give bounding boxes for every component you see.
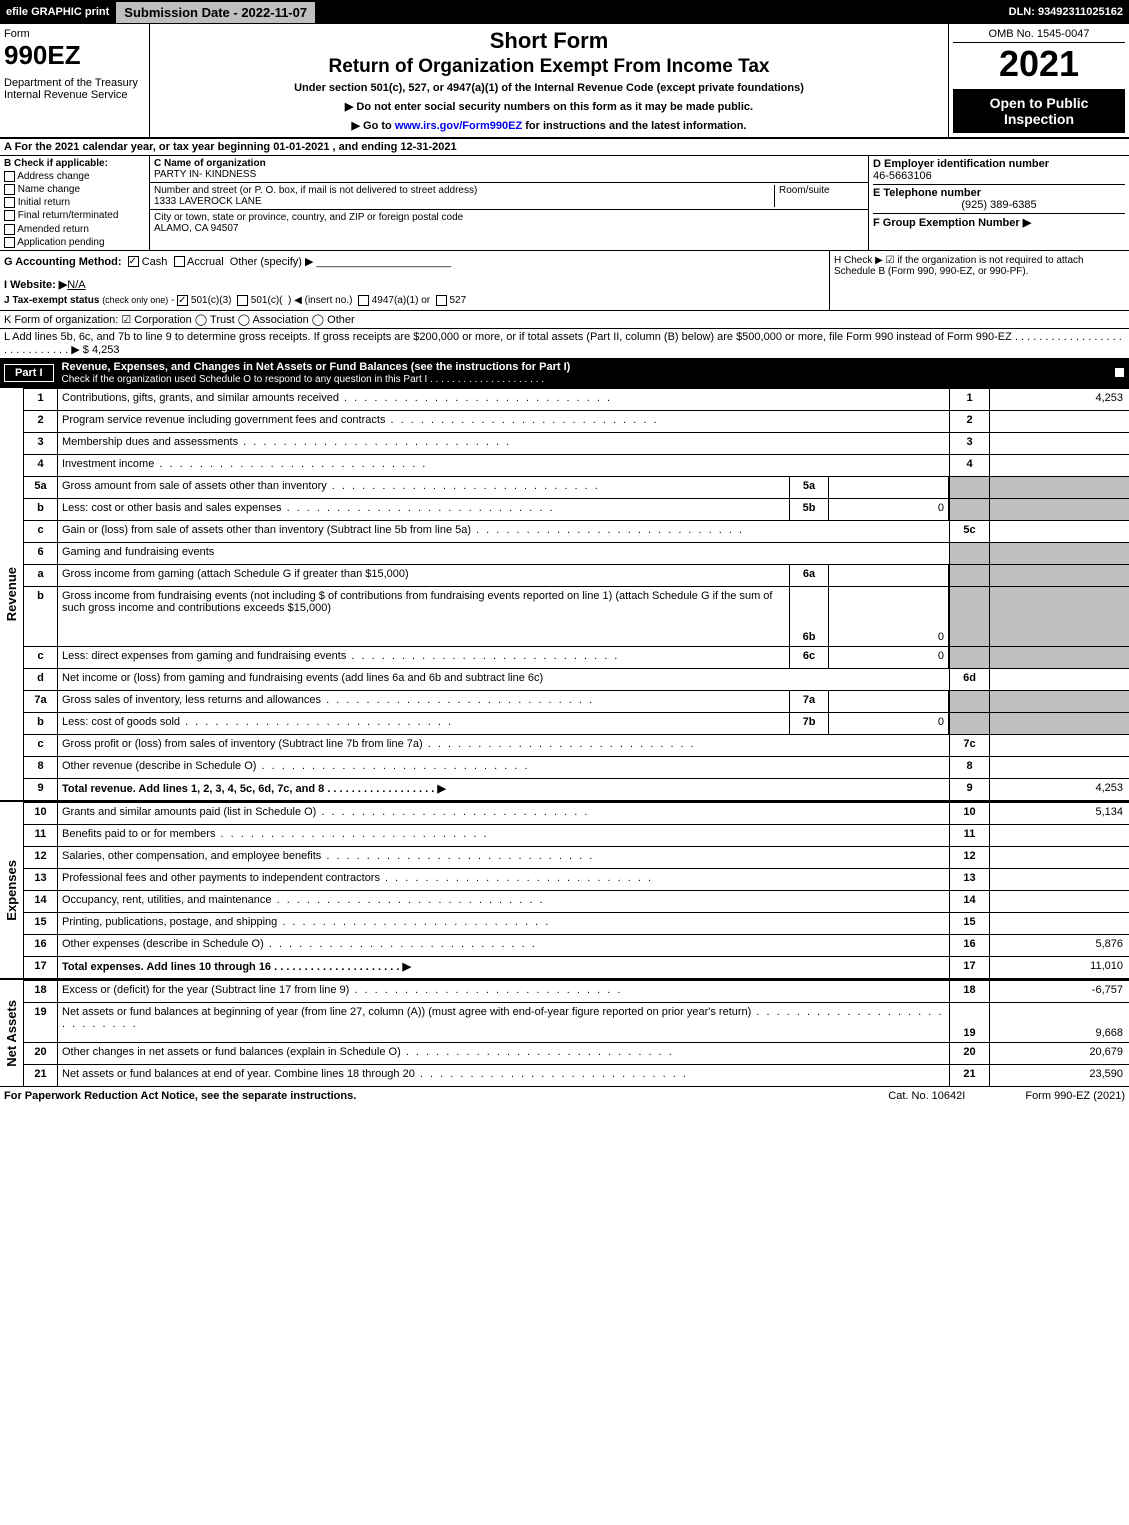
omb-number: OMB No. 1545-0047	[953, 28, 1125, 43]
website-value: N/A	[67, 279, 85, 291]
irs-link[interactable]: www.irs.gov/Form990EZ	[395, 120, 522, 132]
line-3-value	[989, 433, 1129, 454]
efile-label: efile GRAPHIC print	[0, 6, 115, 18]
schedule-o-checkbox[interactable]	[1114, 367, 1125, 378]
ein-value: 46-5663106	[873, 170, 932, 182]
blocks-b-f: B Check if applicable: Address change Na…	[0, 156, 1129, 251]
line-8-value	[989, 757, 1129, 778]
short-form-label: Short Form	[158, 28, 940, 54]
line-2-value	[989, 411, 1129, 432]
room-suite-label: Room/suite	[774, 185, 864, 207]
row-g-h: G Accounting Method: Cash Accrual Other …	[0, 251, 1129, 311]
open-public: Open to Public Inspection	[953, 89, 1125, 133]
part-i-header: Part I Revenue, Expenses, and Changes in…	[0, 359, 1129, 388]
line-18-value: -6,757	[989, 981, 1129, 1002]
pra-notice: For Paperwork Reduction Act Notice, see …	[4, 1090, 356, 1102]
note-suffix: for instructions and the latest informat…	[522, 120, 746, 132]
tel-value: (925) 389-6385	[873, 199, 1125, 211]
note-prefix: ▶ Go to	[352, 120, 395, 132]
header-left: Form 990EZ Department of the Treasury In…	[0, 24, 150, 137]
block-b-header: B Check if applicable:	[4, 158, 145, 169]
line-4-value	[989, 455, 1129, 476]
opt-final-return[interactable]: Final return/terminated	[4, 210, 145, 221]
c-street-label: Number and street (or P. O. box, if mail…	[154, 185, 477, 196]
line-5c-value	[989, 521, 1129, 542]
block-h: H Check ▶ ☑ if the organization is not r…	[829, 251, 1129, 310]
net-assets-label: Net Assets	[4, 996, 19, 1071]
i-label: I Website: ▶	[4, 279, 67, 291]
block-b: B Check if applicable: Address change Na…	[0, 156, 150, 250]
department: Department of the Treasury Internal Reve…	[4, 77, 145, 101]
form-number: 990EZ	[4, 40, 145, 71]
line-6d-value	[989, 669, 1129, 690]
accrual-checkbox[interactable]	[174, 256, 185, 267]
line-6c-value: 0	[829, 647, 949, 668]
block-c: C Name of organization PARTY IN- KINDNES…	[150, 156, 869, 250]
line-17-value: 11,010	[989, 957, 1129, 978]
tel-label: E Telephone number	[873, 187, 981, 199]
c-name-label: C Name of organization	[154, 158, 266, 169]
line-19-value: 9,668	[989, 1003, 1129, 1042]
revenue-label: Revenue	[4, 563, 19, 625]
c-city-label: City or town, state or province, country…	[154, 212, 463, 223]
block-d-e-f: D Employer identification number 46-5663…	[869, 156, 1129, 250]
org-city: ALAMO, CA 94507	[154, 223, 239, 234]
row-k: K Form of organization: ☑ Corporation ◯ …	[0, 311, 1129, 329]
opt-amended[interactable]: Amended return	[4, 224, 145, 235]
501c3-checkbox[interactable]	[177, 295, 188, 306]
opt-name-change[interactable]: Name change	[4, 184, 145, 195]
gross-receipts: 4,253	[92, 344, 120, 356]
form-header: Form 990EZ Department of the Treasury In…	[0, 24, 1129, 139]
opt-pending[interactable]: Application pending	[4, 237, 145, 248]
note-ssn: ▶ Do not enter social security numbers o…	[158, 100, 940, 113]
part-i-label: Part I	[4, 364, 54, 382]
submission-date: Submission Date - 2022-11-07	[115, 1, 316, 24]
line-21-value: 23,590	[989, 1065, 1129, 1086]
lines-table: Revenue 1Contributions, gifts, grants, a…	[0, 388, 1129, 1087]
subtitle: Under section 501(c), 527, or 4947(a)(1)…	[158, 82, 940, 94]
g-label: G Accounting Method:	[4, 256, 122, 268]
opt-address-change[interactable]: Address change	[4, 171, 145, 182]
cash-checkbox[interactable]	[128, 256, 139, 267]
line-9-value: 4,253	[989, 779, 1129, 800]
part-i-title: Revenue, Expenses, and Changes in Net As…	[62, 361, 571, 373]
form-word: Form	[4, 28, 145, 40]
expenses-label: Expenses	[4, 856, 19, 925]
dln: DLN: 93492311025162	[1009, 6, 1129, 18]
line-1-value: 4,253	[989, 389, 1129, 410]
line-6b-value: 0	[829, 587, 949, 646]
line-16-value: 5,876	[989, 935, 1129, 956]
org-street: 1333 LAVEROCK LANE	[154, 196, 262, 207]
line-7c-value	[989, 735, 1129, 756]
row-a-period: A For the 2021 calendar year, or tax yea…	[0, 139, 1129, 156]
line-5b-value: 0	[829, 499, 949, 520]
header-right: OMB No. 1545-0047 2021 Open to Public In…	[949, 24, 1129, 137]
ein-label: D Employer identification number	[873, 158, 1049, 170]
group-label: F Group Exemption Number ▶	[873, 217, 1031, 229]
org-name: PARTY IN- KINDNESS	[154, 169, 256, 180]
form-ref: Form 990-EZ (2021)	[1025, 1090, 1125, 1102]
row-l: L Add lines 5b, 6c, and 7b to line 9 to …	[0, 329, 1129, 359]
top-bar: efile GRAPHIC print Submission Date - 20…	[0, 0, 1129, 24]
note-goto: ▶ Go to www.irs.gov/Form990EZ for instru…	[158, 119, 940, 132]
part-i-check: Check if the organization used Schedule …	[62, 374, 544, 385]
opt-initial-return[interactable]: Initial return	[4, 197, 145, 208]
line-10-value: 5,134	[989, 803, 1129, 824]
header-center: Short Form Return of Organization Exempt…	[150, 24, 949, 137]
block-g: G Accounting Method: Cash Accrual Other …	[0, 251, 829, 310]
line-7b-value: 0	[829, 713, 949, 734]
tax-year: 2021	[953, 43, 1125, 85]
main-title: Return of Organization Exempt From Incom…	[158, 56, 940, 78]
line-20-value: 20,679	[989, 1043, 1129, 1064]
cat-no: Cat. No. 10642I	[888, 1090, 965, 1102]
page-footer: For Paperwork Reduction Act Notice, see …	[0, 1087, 1129, 1105]
